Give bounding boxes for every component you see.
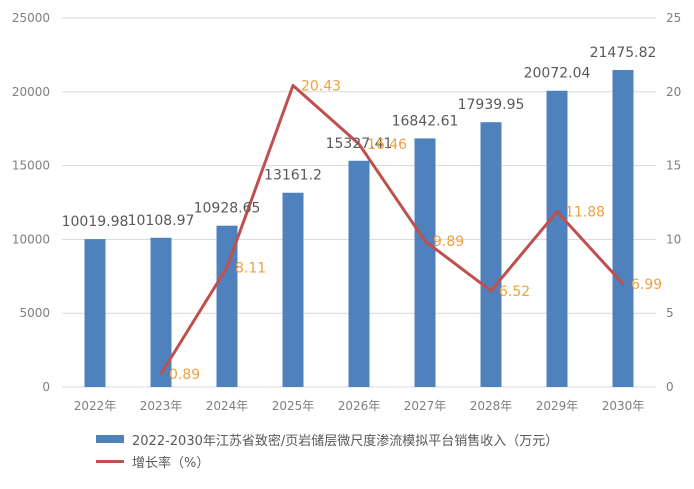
line-data-label: 6.99 [631,277,662,293]
left-y-axis: 0 5000 10000 15000 20000 25000 [12,11,50,394]
bar [414,138,436,387]
bar [216,225,238,387]
bar-data-label: 16842.61 [392,113,459,129]
bar [612,70,634,387]
line-data-label: 8.11 [235,260,266,276]
right-tick-label: 15 [666,159,681,173]
bar [348,160,370,387]
line-data-label: 11.88 [565,205,605,221]
bar-data-label: 10928.65 [194,201,261,217]
growth-line [159,83,625,375]
legend: 2022-2030年江苏省致密/页岩储层微尺度渗流模拟平台销售收入（万元） 增长… [96,428,686,472]
legend-bar-swatch [96,435,124,443]
bar [84,239,106,387]
bar [150,237,172,387]
line-data-label: 9.89 [433,234,464,250]
right-tick-label: 0 [666,380,674,394]
right-tick-label: 20 [666,85,681,99]
left-tick-label: 10000 [12,232,50,246]
left-tick-label: 0 [42,380,50,394]
bar-data-label: 21475.82 [590,45,657,61]
left-tick-label: 20000 [12,85,50,99]
bar [282,192,304,387]
right-tick-label: 10 [666,232,681,246]
x-tick-label: 2030年 [602,399,645,413]
bar-data-label: 10019.98 [62,214,129,230]
bar-series [84,70,634,388]
right-tick-label: 5 [666,306,674,320]
bar [546,90,568,387]
x-tick-label: 2024年 [206,399,249,413]
x-tick-label: 2026年 [338,399,381,413]
line-data-label: 6.52 [499,284,530,300]
line-data-label: 16.46 [367,137,407,153]
bar-data-label: 15327.41 [326,136,393,152]
x-tick-label: 2023年 [140,399,183,413]
x-tick-label: 2029年 [536,399,579,413]
bar-data-labels: 10019.98 10108.9710928.6513161.215327.411… [62,45,657,230]
left-tick-label: 15000 [12,159,50,173]
legend-bar-label: 2022-2030年江苏省致密/页岩储层微尺度渗流模拟平台销售收入（万元） [132,433,559,449]
line-data-label: 0.89 [169,367,200,383]
bar-data-label: 10108.97 [128,213,195,229]
x-tick-label: 2022年 [74,399,117,413]
x-tick-label: 2025年 [272,399,315,413]
left-tick-label: 5000 [19,306,50,320]
bar-data-label: 17939.95 [458,97,525,113]
x-tick-label: 2028年 [470,399,513,413]
legend-line-swatch [96,459,124,463]
legend-item-line: 增长率（%） [96,450,686,472]
left-tick-label: 25000 [12,11,50,25]
right-y-axis: 0 5 10 15 20 25 [666,11,681,394]
x-tick-label: 2027年 [404,399,447,413]
line-data-label: 20.43 [301,78,341,94]
bar-data-label: 13161.2 [264,168,322,184]
legend-item-bar: 2022-2030年江苏省致密/页岩储层微尺度渗流模拟平台销售收入（万元） [96,428,686,450]
x-axis: 2022年 2023年 2024年 2025年 2026年 2027年 2028年 2029年… [74,399,645,413]
bar-data-label: 20072.04 [524,66,591,82]
bar [480,122,502,388]
growth-line-series [159,83,625,375]
right-tick-label: 25 [666,11,681,25]
line-data-labels: 0.89 8.11 20.43 16.46 9.89 6.52 11.88 6.99 [169,78,662,382]
legend-line-label: 增长率（%） [132,455,210,471]
